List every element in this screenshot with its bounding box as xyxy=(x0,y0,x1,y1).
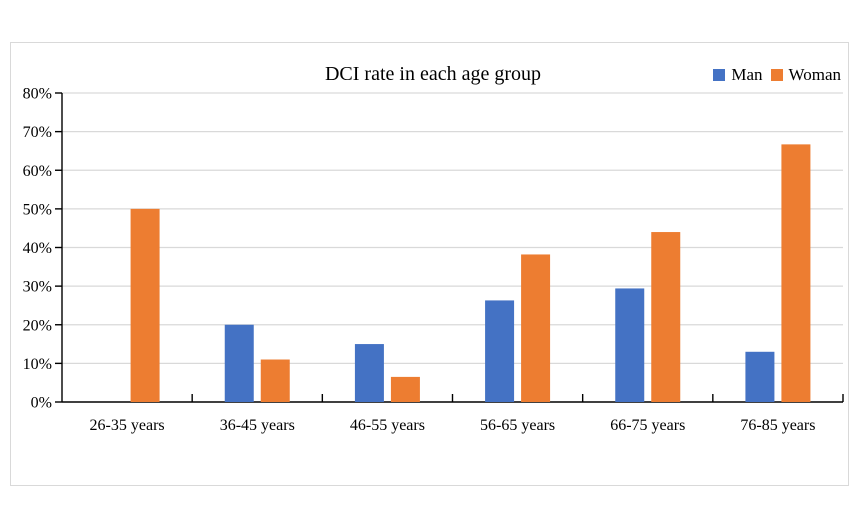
woman-series-swatch-icon xyxy=(770,68,783,81)
x-axis-label: 76-85 years xyxy=(740,417,815,434)
x-axis-label: 46-55 years xyxy=(350,417,425,434)
y-axis-label: 40% xyxy=(23,240,52,257)
bar-man-76-85 xyxy=(745,351,775,402)
bar-man-56-65 xyxy=(485,300,515,402)
y-axis-label: 20% xyxy=(23,317,52,334)
y-axis-label: 0% xyxy=(31,395,52,412)
bar-woman-66-75 xyxy=(651,232,681,402)
bar-woman-26-35 xyxy=(130,208,160,402)
y-axis-label: 80% xyxy=(23,86,52,103)
x-axis-label: 26-35 years xyxy=(90,417,165,434)
bar-man-36-45 xyxy=(224,324,254,402)
bar-woman-46-55 xyxy=(390,376,420,402)
legend: Man Woman xyxy=(713,66,841,83)
bar-woman-56-65 xyxy=(521,254,551,402)
legend-label-woman: Woman xyxy=(788,65,841,84)
y-axis-label: 50% xyxy=(23,201,52,218)
legend-item-woman: Woman xyxy=(770,65,841,84)
x-axis-label: 36-45 years xyxy=(220,417,295,434)
bar-man-46-55 xyxy=(354,344,384,402)
bar-woman-76-85 xyxy=(781,144,811,402)
y-axis-label: 30% xyxy=(23,279,52,296)
legend-item-man: Man xyxy=(713,65,763,84)
bar-man-66-75 xyxy=(615,288,645,402)
x-axis-label: 66-75 years xyxy=(610,417,685,434)
y-axis-label: 10% xyxy=(23,356,52,373)
bar-woman-36-45 xyxy=(260,359,290,402)
man-series-swatch-icon xyxy=(713,68,726,81)
chart-title: DCI rate in each age group xyxy=(324,63,541,85)
legend-label-man: Man xyxy=(731,65,763,84)
y-axis-label: 60% xyxy=(23,163,52,180)
y-axis-label: 70% xyxy=(23,124,52,141)
x-axis-label: 56-65 years xyxy=(480,417,555,434)
